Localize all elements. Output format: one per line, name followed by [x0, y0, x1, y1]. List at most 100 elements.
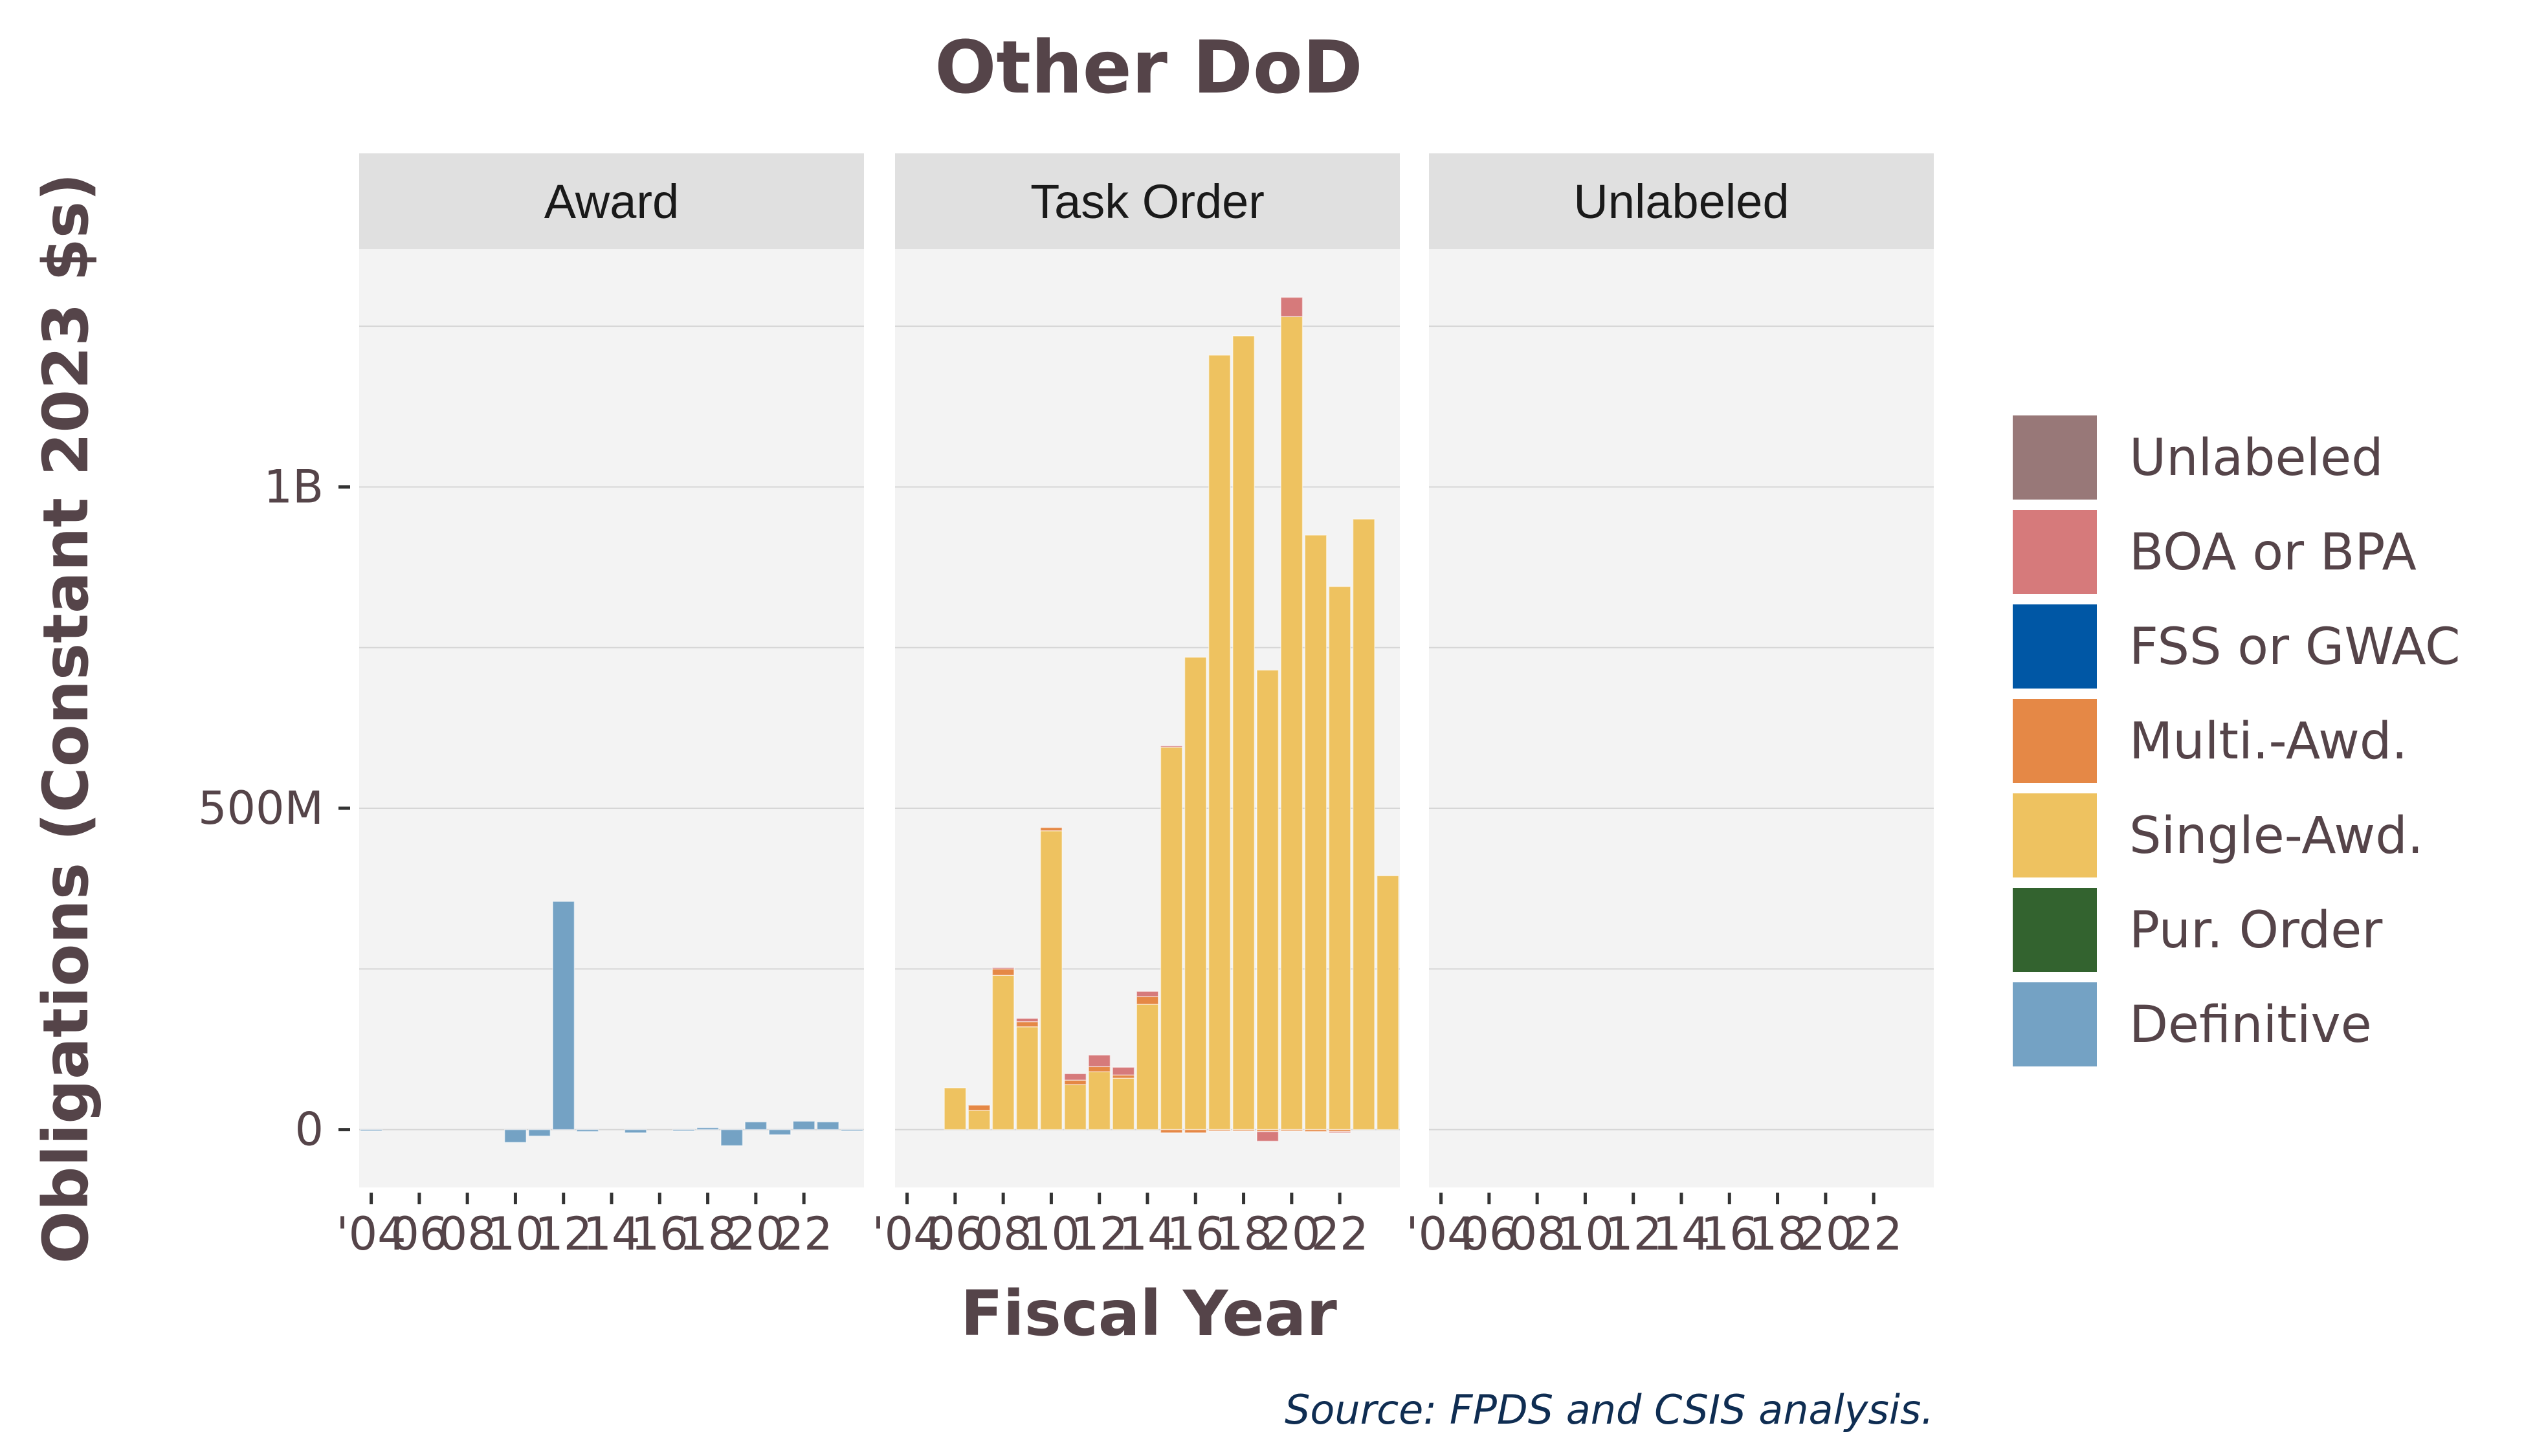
- bar: [1160, 745, 1183, 748]
- bar: [1136, 1004, 1159, 1131]
- y-tick-label: 0: [294, 1103, 324, 1156]
- bar: [991, 975, 1015, 1131]
- legend-item: FSS or GWAC: [2010, 602, 2461, 691]
- x-tick-label: 16: [1701, 1208, 1758, 1261]
- panel-strip-label: Award: [544, 175, 679, 228]
- bar: [576, 1129, 599, 1132]
- x-tick-label: 18: [1749, 1208, 1806, 1261]
- x-tick-label: 14: [582, 1208, 640, 1261]
- bar: [1015, 1018, 1039, 1022]
- legend-label: Definitive: [2129, 996, 2372, 1054]
- legend-item: Definitive: [2010, 980, 2372, 1069]
- bar: [1232, 1129, 1256, 1132]
- legend-item: Pur. Order: [2010, 885, 2383, 975]
- x-tick-label: '04: [1406, 1208, 1476, 1261]
- y-tick-label: 500M: [198, 782, 324, 835]
- bar: [1160, 1129, 1183, 1134]
- bar: [504, 1129, 527, 1143]
- bar: [1039, 827, 1063, 832]
- x-tick-label: 16: [631, 1208, 689, 1261]
- bar: [1256, 1131, 1279, 1142]
- bar: [1136, 996, 1159, 1005]
- x-tick-label: 20: [1797, 1208, 1854, 1261]
- x-tick-label: 08: [975, 1208, 1032, 1261]
- legend-label: Single-Awd.: [2129, 807, 2424, 865]
- bar: [840, 1129, 863, 1132]
- x-axis-title: Fiscal Year: [960, 1277, 1337, 1350]
- x-tick-label: 22: [1845, 1208, 1903, 1261]
- bar: [792, 1120, 815, 1131]
- panel-strip: [1429, 153, 1934, 249]
- bar: [1088, 1071, 1111, 1131]
- x-tick-label: 08: [1509, 1208, 1566, 1261]
- bar: [1015, 1026, 1039, 1131]
- panel-background: [1429, 249, 1934, 1187]
- bar: [1304, 535, 1327, 1131]
- bar: [1328, 1131, 1351, 1134]
- legend-swatch: [2010, 507, 2099, 597]
- bar: [1232, 335, 1256, 1131]
- bar: [360, 1129, 383, 1132]
- bar: [1112, 1066, 1135, 1075]
- x-tick-label: 18: [1215, 1208, 1272, 1261]
- x-tick-label: 14: [1652, 1208, 1710, 1261]
- legend-label: BOA or BPA: [2129, 524, 2417, 582]
- bar: [1256, 669, 1279, 1131]
- legend-item: Unlabeled: [2010, 413, 2384, 502]
- x-tick-label: 06: [926, 1208, 984, 1261]
- y-axis-title: Obligations (Constant 2023 $s): [30, 173, 102, 1264]
- bar: [672, 1129, 695, 1132]
- bar: [768, 1129, 792, 1136]
- legend-label: Unlabeled: [2129, 429, 2384, 487]
- legend-swatch: [2010, 413, 2099, 502]
- chart-title: Other DoD: [935, 26, 1363, 110]
- legend-item: Single-Awd.: [2010, 791, 2424, 880]
- x-tick-label: 08: [439, 1208, 496, 1261]
- panel-strip: [359, 153, 864, 249]
- bar: [1064, 1079, 1087, 1085]
- x-tick-label: 18: [679, 1208, 736, 1261]
- x-tick-label: 06: [390, 1208, 448, 1261]
- legend-item: Multi.-Awd.: [2010, 696, 2408, 786]
- x-tick-label: 12: [1604, 1208, 1662, 1261]
- x-tick-label: 10: [487, 1208, 544, 1261]
- legend-swatch: [2010, 885, 2099, 975]
- y-axis: 0 500M 1B: [198, 460, 350, 1156]
- bar: [528, 1129, 551, 1137]
- x-tick-label: 20: [727, 1208, 784, 1261]
- bar: [1136, 991, 1159, 997]
- bar: [1280, 1129, 1303, 1132]
- legend: Unlabeled BOA or BPA FSS or GWAC Multi.-Awd…: [2010, 413, 2461, 1069]
- bar: [1064, 1084, 1087, 1131]
- bar: [1352, 518, 1375, 1131]
- bar: [1160, 746, 1183, 1131]
- bar: [1376, 875, 1399, 1131]
- x-tick-label: 12: [1070, 1208, 1128, 1261]
- bar: [552, 901, 575, 1131]
- bar: [1088, 1066, 1111, 1072]
- bar: [1280, 316, 1303, 1131]
- bar: [816, 1121, 839, 1131]
- bar: [968, 1105, 991, 1111]
- bar: [1088, 1054, 1111, 1068]
- bar: [1184, 656, 1207, 1131]
- x-tick-label: 22: [775, 1208, 833, 1261]
- bar: [944, 1087, 967, 1131]
- x-tick-label: 12: [535, 1208, 592, 1261]
- panel-strip-label: Task Order: [1030, 175, 1265, 228]
- x-tick-label: 10: [1556, 1208, 1614, 1261]
- bar: [1328, 586, 1351, 1131]
- y-tick-label: 1B: [263, 460, 324, 513]
- x-tick-label: 20: [1263, 1208, 1320, 1261]
- bar: [1280, 296, 1303, 318]
- x-tick-label: 16: [1167, 1208, 1224, 1261]
- source-note: Source: FPDS and CSIS analysis.: [1285, 1386, 1934, 1433]
- x-tick-label: '04: [336, 1208, 406, 1261]
- x-tick-label: 06: [1460, 1208, 1518, 1261]
- bar: [1015, 1021, 1039, 1028]
- legend-swatch: [2010, 602, 2099, 691]
